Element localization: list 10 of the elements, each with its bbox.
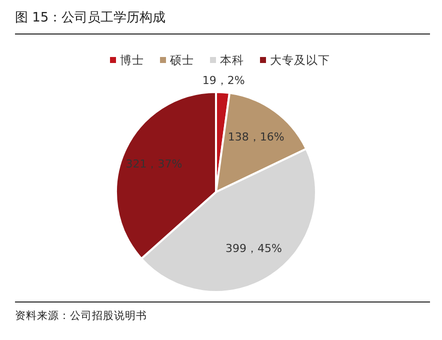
- data-label: 399，45%: [225, 242, 282, 256]
- data-label: 321，37%: [126, 158, 182, 171]
- text: 资料来源：公司招股说明书: [15, 309, 147, 322]
- legend-label: 硕士: [169, 53, 194, 67]
- legend-label: 本科: [220, 53, 244, 67]
- data-label: 138，16%: [228, 130, 284, 144]
- data-label: 19，2%: [202, 74, 245, 87]
- chart-title: 图 15：公司员工学历构成: [15, 10, 166, 26]
- legend-label: 博士: [120, 53, 144, 67]
- legend-label: 大专及以下: [270, 53, 330, 67]
